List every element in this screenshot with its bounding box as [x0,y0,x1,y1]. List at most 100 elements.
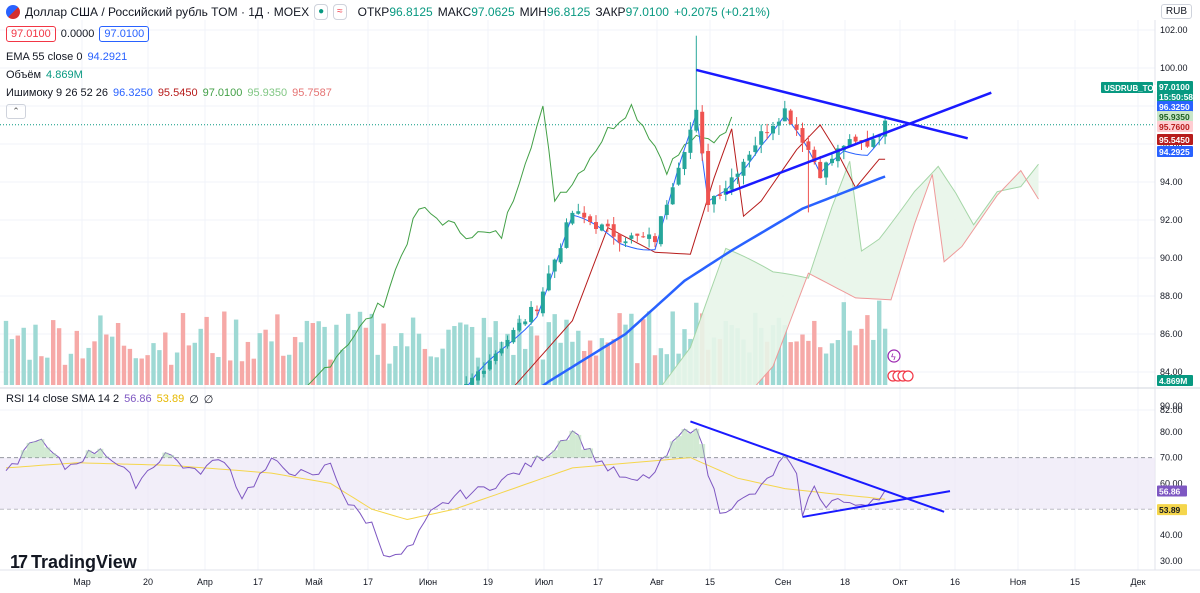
volume-bar [68,353,74,385]
time-axis-label: Авг [650,577,665,587]
volume-bar [216,356,221,385]
ichimoku-legend[interactable]: Ишимоку 9 26 52 26 96.3250 95.5450 97.01… [6,84,332,102]
delay-badge[interactable]: ≈ [333,4,347,20]
candle-body [594,222,598,230]
high-label: МАКС [437,5,472,19]
volume-bar [859,328,864,385]
time-axis-label: Дек [1130,577,1145,587]
volume-bar [139,358,144,385]
ema-price-label-bg [1157,146,1193,157]
volume-bar [381,323,386,385]
volume-value: 4.869M [46,69,83,81]
price-axis-label: 82.00 [1160,405,1183,415]
ema-legend[interactable]: EMA 55 close 0 94.2921 [6,48,332,66]
sell-button[interactable]: 97.0100 [6,26,56,42]
volume-bar [387,363,392,385]
volume-bar [452,326,457,385]
time-axis-label: 16 [950,577,960,587]
candle-body [570,212,575,224]
candle-body [853,136,858,142]
candle-body [818,161,823,179]
ema-value: 94.2921 [87,51,128,63]
open-value: 96.8125 [389,5,433,19]
price-trendlines[interactable] [695,68,992,195]
candle-body [493,353,498,361]
lightning-glyph: ϟ [891,352,896,362]
last-price-label: 97.0100 [1159,82,1190,92]
price-axis-label: 102.00 [1160,25,1188,35]
time-axis-label: 19 [483,577,493,587]
volume-bar [180,313,186,385]
volume-bar [363,327,369,385]
chart-title-bar: Доллар США / Российский рубль TOM · 1Д ·… [6,4,770,20]
candle-body [558,248,563,263]
rsi-value: 56.86 [124,393,152,405]
volume-bar [670,311,675,385]
volume-bar [546,322,551,385]
volume-bar [605,342,610,385]
candle-body [447,404,451,413]
volume-bar [21,327,26,385]
lightning-icon [887,349,901,363]
volume-bar [877,300,882,385]
candle-body [765,132,770,134]
candle-body [812,149,817,163]
ichimoku-chikou-value: 97.0100 [202,87,243,99]
market-status-badge[interactable]: ● [314,4,329,20]
candle-body [658,216,663,245]
volume-bar [540,359,546,385]
collapse-legend-icon[interactable]: ⌃ [6,103,26,119]
volume-bar [416,333,422,385]
volume-bar [98,315,103,385]
candle-body [682,151,687,170]
candle-body [511,329,516,343]
volume-bar [434,357,439,385]
rsi-label: RSI 14 close SMA 14 2 [6,393,120,405]
candle-body [706,150,711,206]
volume-bar [410,317,416,385]
cloud-fill [662,161,1039,385]
price-axis-label: 90.00 [1160,253,1183,263]
price-axis-label: 84.00 [1160,367,1183,377]
candle-body [605,223,610,227]
volume-bar [74,330,79,385]
countdown-label-bg [1157,91,1193,102]
volume-bar [464,324,469,385]
volume-legend[interactable]: Объём 4.869M [6,66,332,84]
rsi-null-2: ∅ [203,393,214,406]
volume-bar [257,333,262,385]
chikou-line [307,103,733,385]
candle-body [788,110,793,125]
rsi-legend[interactable]: RSI 14 close SMA 14 2 56.86 53.89 ∅ ∅ [6,390,213,408]
change-value: +0.2075 (+0.21%) [673,5,771,19]
volume-bar [646,311,652,385]
candle-body [735,173,740,177]
volume-bar [794,341,799,385]
rsi-trendline [690,420,945,513]
volume-bar [658,348,664,385]
candle-body [540,291,545,314]
volume-bar [428,356,433,385]
rsi-trendlines[interactable] [690,420,951,518]
last-price-label-bg [1157,81,1193,92]
volume-bar [275,314,280,385]
span-a-price-label-bg [1157,111,1193,122]
buy-button[interactable]: 97.0100 [99,26,150,42]
rsi-axis-label: 30.00 [1160,556,1183,566]
span-b-line [755,169,1039,385]
candle-body [564,222,569,248]
tradingview-logo[interactable]: 17 TradingView [10,552,137,573]
ema-line [541,175,886,385]
symbol-title[interactable]: Доллар США / Российский рубль TOM · 1Д ·… [25,5,310,19]
candle-body [441,412,445,422]
rsi-trendline [802,490,951,518]
volume-bar [357,311,363,385]
candle-body [576,211,581,214]
time-axis-label: Июл [535,577,553,587]
tradingview-logo-text: TradingView [31,552,137,572]
time-axis-label: Сен [775,577,792,587]
candle-body [481,370,486,374]
currency-selector[interactable]: RUB [1160,4,1192,19]
volume-bar [245,341,251,385]
